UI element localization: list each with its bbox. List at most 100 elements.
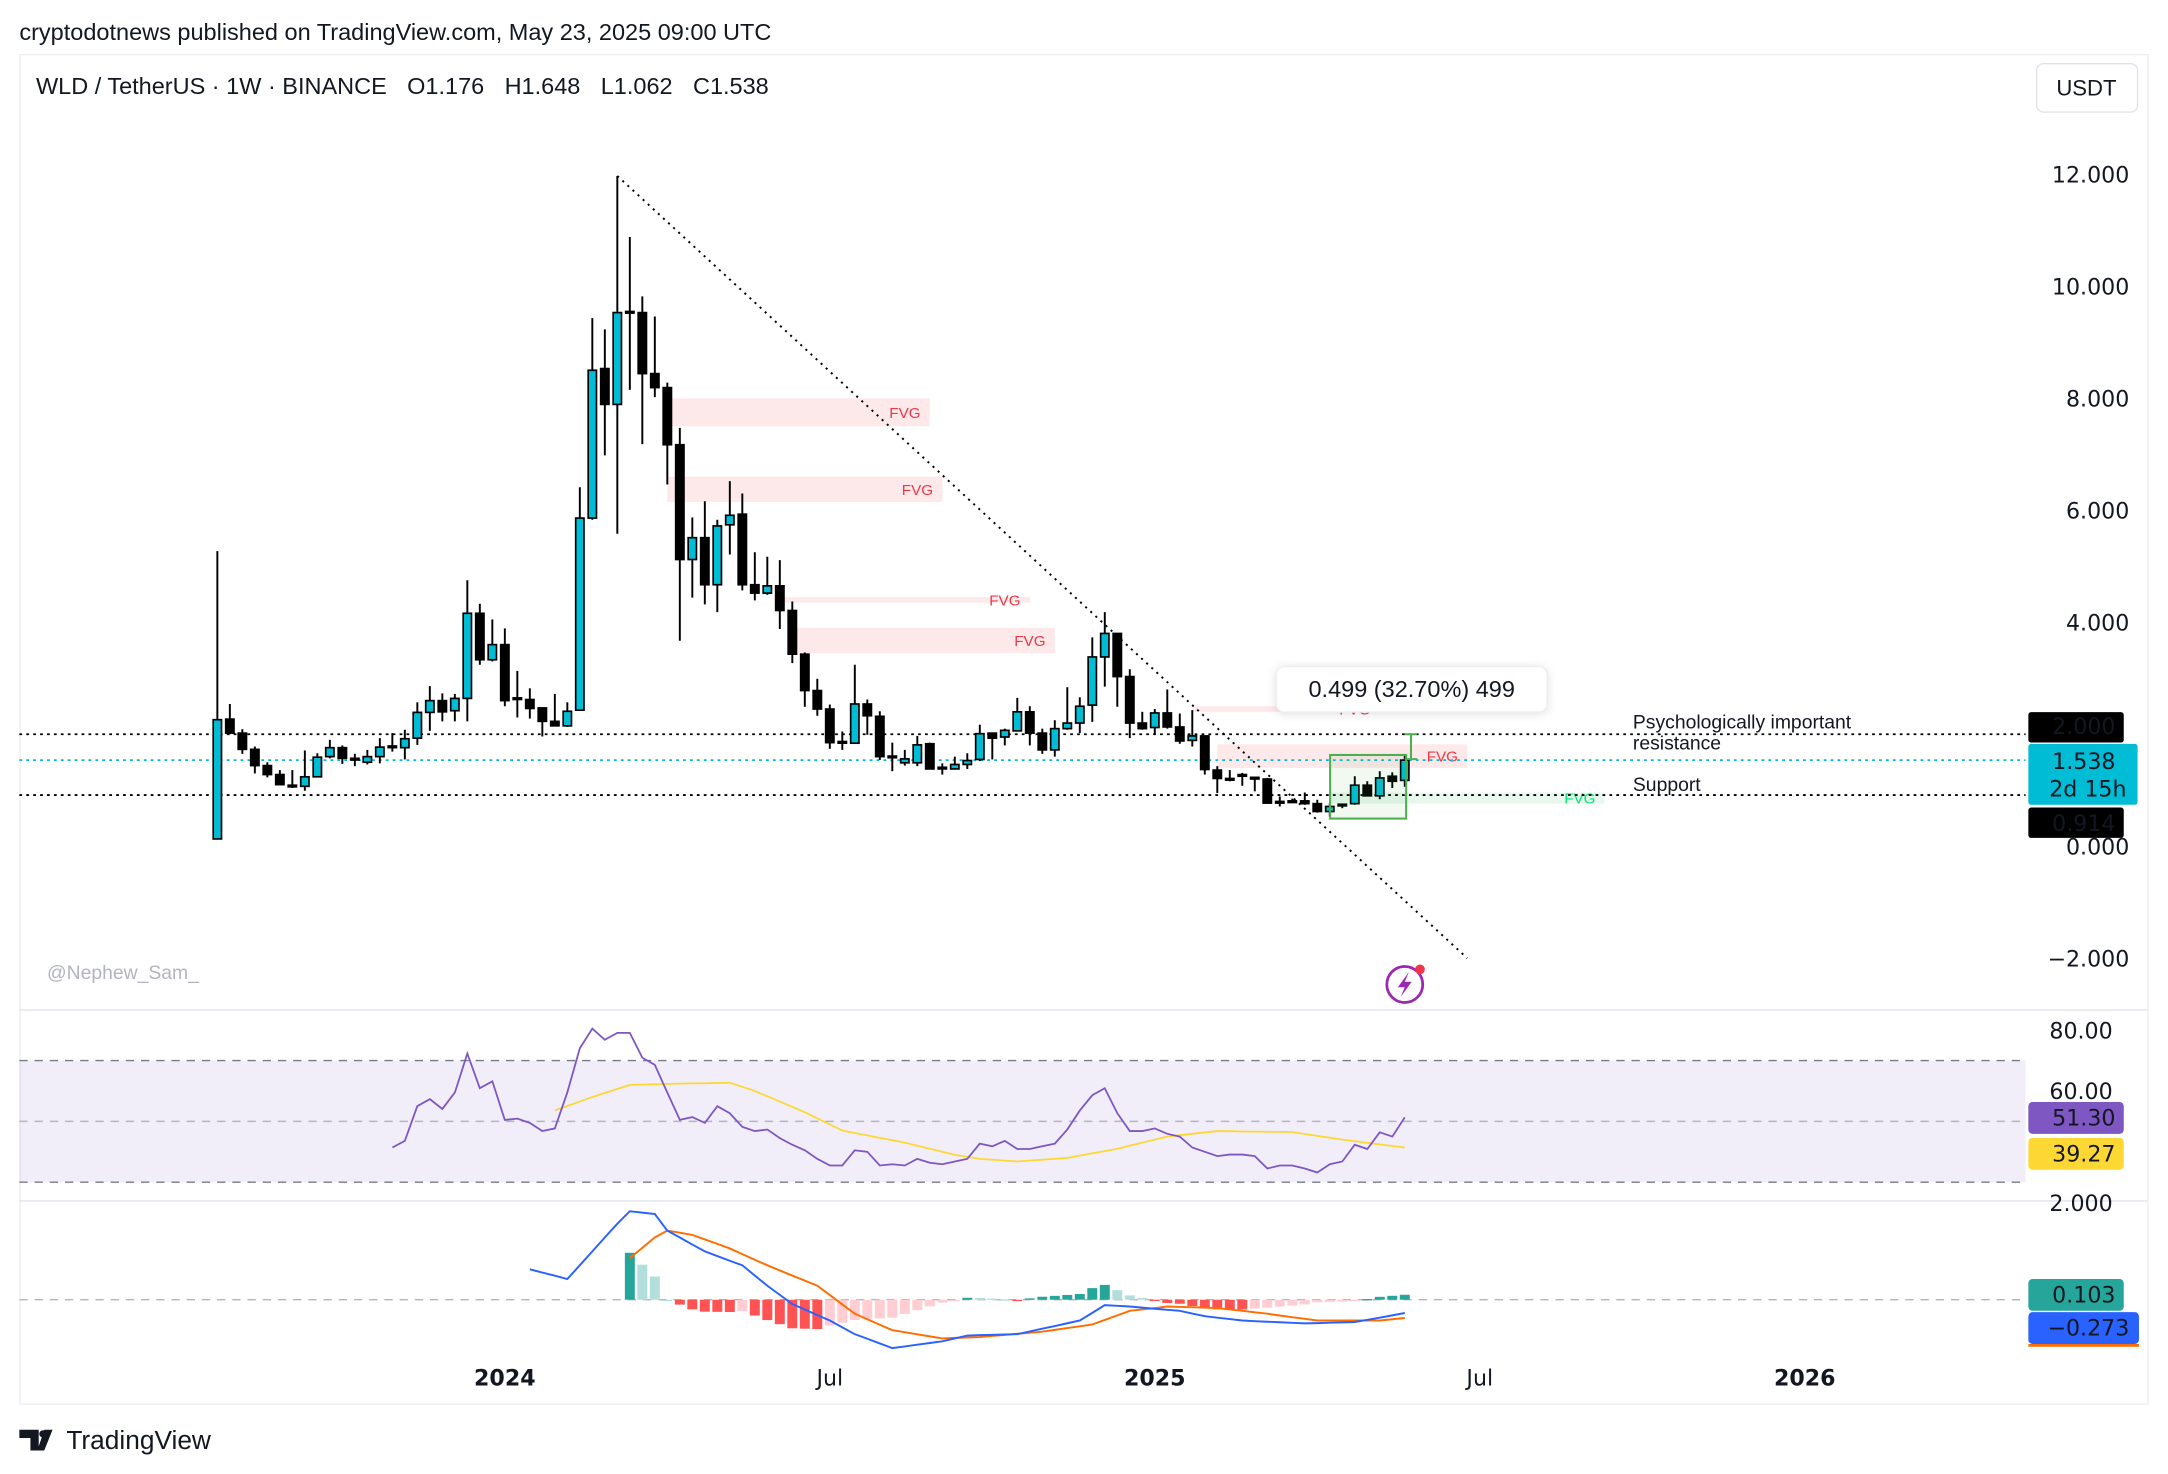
- candle-body-bearish: [674, 443, 685, 561]
- candle-body-bullish: [374, 746, 385, 758]
- candle-body-bearish: [699, 536, 710, 586]
- resistance-note-2: resistance: [1633, 732, 1721, 754]
- candle: [462, 580, 473, 722]
- candle: [1187, 710, 1198, 747]
- open-value: O1.176: [407, 73, 484, 99]
- candle-body-bearish: [1312, 802, 1323, 813]
- candle: [762, 556, 773, 595]
- descending-trendline[interactable]: [616, 175, 1468, 959]
- svg-text:2.000: 2.000: [2052, 714, 2115, 740]
- candle: [587, 318, 598, 520]
- range-box[interactable]: [1329, 753, 1408, 820]
- time-tick-label: 2025: [1124, 1365, 1186, 1391]
- time-axis[interactable]: 2024 Jul 2025 Jul 2026: [474, 1365, 1835, 1391]
- macd-histogram-bar: [637, 1264, 648, 1300]
- candle-body-bullish: [1237, 773, 1248, 778]
- candle-body-bearish: [274, 773, 285, 786]
- candle-body-bullish: [1187, 735, 1198, 742]
- candle: [274, 770, 285, 786]
- candle-body-bearish: [1387, 775, 1398, 783]
- macd-histogram-bar: [924, 1299, 935, 1307]
- candle-body-bullish: [949, 763, 960, 770]
- candle: [687, 517, 698, 598]
- candle-body-bullish: [1287, 800, 1298, 804]
- candle: [1099, 612, 1110, 687]
- candle: [324, 739, 335, 759]
- candle: [299, 750, 310, 791]
- rsi-pane: [391, 1027, 1406, 1174]
- rsi-value-label: 51.30: [2028, 1102, 2124, 1134]
- bar-countdown: 2d 15h: [2049, 776, 2126, 802]
- macd-histogram-bar: [1049, 1295, 1060, 1300]
- candle: [537, 707, 548, 737]
- candle: [524, 688, 535, 719]
- candle-body-bearish: [637, 311, 648, 375]
- candle: [612, 175, 623, 534]
- price-tick-label: 10.000: [2052, 275, 2129, 301]
- trendline[interactable]: [616, 175, 1468, 959]
- candle-body-bearish: [799, 653, 810, 692]
- macd-value-label: −0.273: [2028, 1312, 2139, 1347]
- candle-body-bearish: [474, 612, 485, 661]
- lightning-icon[interactable]: [1385, 964, 1425, 1004]
- macd-histogram-bar: [1187, 1299, 1198, 1307]
- fvg-zone-bearish: [667, 476, 943, 502]
- time-tick-label: Jul: [1464, 1365, 1493, 1391]
- candle-body-bearish: [774, 585, 785, 612]
- tradingview-wordmark: TradingView: [66, 1425, 212, 1455]
- candle-body-bullish: [362, 755, 373, 764]
- symbol-legend: WLD / TetherUS · 1W · BINANCE O1.176 H1.…: [36, 73, 769, 99]
- tradingview-logo[interactable]: TradingView: [19, 1425, 212, 1455]
- candle: [1074, 697, 1085, 734]
- candle: [237, 729, 248, 754]
- candle: [437, 693, 448, 722]
- candle: [1362, 781, 1373, 797]
- time-tick-label: 2024: [474, 1365, 536, 1391]
- candle-body-bearish: [924, 742, 935, 770]
- svg-text:0.914: 0.914: [2052, 811, 2115, 837]
- macd-histogram-bar: [662, 1299, 673, 1302]
- measure-bracket[interactable]: [1404, 733, 1418, 761]
- candle-body-bearish: [249, 748, 260, 767]
- candle-body-bearish: [599, 367, 610, 406]
- candle-body-bullish: [424, 699, 435, 714]
- candle-body-bullish: [399, 737, 410, 749]
- candle-body-bearish: [499, 643, 510, 702]
- price-tick-label: 12.000: [2052, 163, 2129, 189]
- currency-button[interactable]: USDT: [2035, 62, 2139, 113]
- low-value: L1.062: [601, 73, 673, 99]
- symbol-info: WLD / TetherUS · 1W · BINANCE: [36, 73, 387, 99]
- candle: [974, 724, 985, 762]
- price-axis[interactable]: 12.000 10.000 8.000 6.000 4.000 0.000 −2.000 80…: [2047, 163, 2129, 1218]
- rsi-line: [391, 1027, 1406, 1174]
- candle-body-bullish: [612, 311, 623, 406]
- last-price-label: 1.538 2d 15h: [2028, 743, 2138, 805]
- macd-histogram-bar: [949, 1299, 960, 1302]
- candle-body-bullish: [1074, 705, 1085, 724]
- candle-body-bearish: [987, 732, 998, 739]
- macd-histogram-bar: [862, 1299, 873, 1320]
- fvg-zone-bearish: [779, 597, 1030, 603]
- svg-text:−0.273: −0.273: [2047, 1316, 2129, 1342]
- candle-body-bearish: [824, 708, 835, 744]
- candle: [712, 519, 723, 613]
- candle-body-bullish: [387, 745, 398, 749]
- candle-body-bearish: [1137, 722, 1148, 730]
- candle: [1162, 689, 1173, 729]
- macd-hist-label: 0.103: [2028, 1279, 2124, 1311]
- macd-histogram-bar: [1099, 1284, 1110, 1300]
- candle: [987, 732, 998, 760]
- candle: [812, 678, 823, 716]
- macd-histogram-bar: [1062, 1294, 1073, 1300]
- candle: [212, 551, 223, 840]
- fvg-label: FVG: [1564, 791, 1595, 808]
- candle-body-bullish: [724, 514, 735, 526]
- rsi-ma-value-label: 39.27: [2028, 1137, 2124, 1170]
- candle-body-bullish: [762, 585, 773, 594]
- candle-body-bullish: [324, 746, 335, 758]
- candle: [787, 601, 798, 664]
- macd-histogram-bar: [1349, 1299, 1360, 1302]
- candle: [824, 704, 835, 749]
- candle-body-bullish: [449, 697, 460, 712]
- candle-body-bullish: [1337, 803, 1348, 807]
